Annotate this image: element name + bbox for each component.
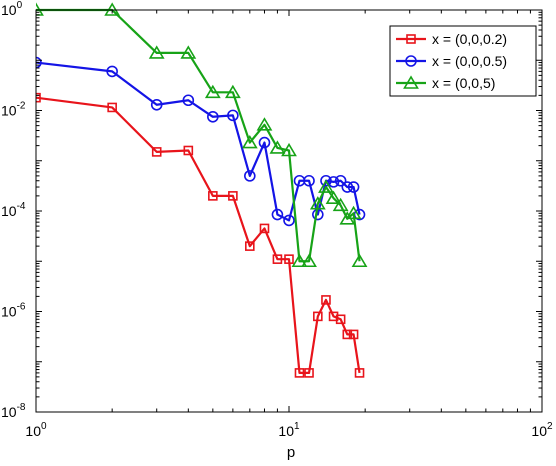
legend-entry-3: x = (0,0,5) (396, 75, 495, 91)
x-axis-label: p (287, 444, 295, 461)
series-3-point (256, 117, 273, 131)
y-tick-label: 100 (1, 0, 23, 18)
series-1-point (335, 314, 346, 325)
series-1-point (228, 191, 238, 201)
series-3-point (281, 142, 297, 157)
series-3 (36, 2, 368, 268)
y-tick-label: 10-4 (1, 201, 26, 219)
series-3-point (204, 84, 221, 99)
series-3-point (318, 179, 334, 193)
series-3-point (325, 190, 342, 204)
series-3-point (269, 140, 286, 154)
series-2 (36, 56, 366, 227)
series-1-point (328, 311, 339, 322)
series-2-line (36, 61, 361, 222)
series-1-point (354, 368, 365, 378)
series-3-point (345, 205, 362, 220)
legend-entry-2: x = (0,0,0.5) (396, 53, 507, 69)
series-1-point (342, 329, 353, 340)
series-1-point (294, 368, 305, 378)
series-2-point (347, 181, 360, 193)
series-1-point (151, 147, 162, 157)
series-2-point (303, 174, 315, 187)
series-3-point (351, 253, 368, 268)
legend-label: x = (0,0,5) (432, 75, 495, 91)
series-1-point (259, 223, 270, 234)
series-2-point (150, 98, 163, 111)
series-3-point (291, 253, 308, 268)
series-1-point (321, 295, 331, 305)
legend-label: x = (0,0,0.5) (432, 53, 507, 69)
series-3-point (332, 197, 349, 212)
series-3-point (301, 253, 317, 268)
series-3-point (309, 196, 326, 210)
x-tick-label: 100 (25, 421, 47, 439)
series-2-point (182, 94, 195, 107)
series-2-point (327, 176, 340, 188)
series-3-point (148, 45, 165, 59)
series-2-point (271, 208, 284, 221)
series-1-point (272, 254, 283, 264)
series-2-point (258, 136, 271, 149)
series-2-point (36, 56, 42, 69)
series-1-point (245, 241, 255, 251)
series-layer (36, 2, 368, 378)
legend-marker (406, 34, 416, 44)
legend-label: x = (0,0,0.2) (432, 31, 507, 47)
y-tick-label: 10-8 (1, 402, 26, 420)
series-1-line (36, 96, 361, 374)
x-tick-label: 102 (531, 421, 553, 439)
series-1-point (284, 254, 294, 264)
series-1-point (36, 92, 41, 103)
legend: x = (0,0,0.2) x = (0,0,0.5) x = (0,0,5) (389, 25, 537, 97)
legend-marker (405, 55, 417, 67)
x-tick-label: 101 (278, 421, 300, 439)
series-1-point (348, 329, 359, 340)
series-2-point (341, 181, 354, 193)
y-tick-label: 10-6 (1, 302, 26, 320)
series-1 (36, 92, 365, 378)
series-2-point (106, 65, 118, 78)
series-3-point (180, 45, 197, 59)
series-2-point (320, 174, 332, 187)
series-3-line (36, 8, 361, 263)
series-1-point (313, 311, 323, 322)
series-1-point (183, 145, 194, 156)
series-2-point (207, 110, 219, 123)
series-2-point (334, 174, 347, 187)
series-2-point (227, 109, 239, 122)
series-1-point (208, 191, 218, 201)
legend-marker (403, 75, 419, 89)
y-tick-label: 10-2 (1, 101, 26, 119)
series-2-point (283, 214, 295, 227)
series-3-point (241, 135, 258, 149)
series-1-point (304, 368, 314, 378)
series-2-point (244, 170, 256, 182)
series-1-point (107, 102, 117, 113)
legend-entry-1: x = (0,0,0.2) (396, 31, 507, 47)
series-3-point (224, 84, 241, 99)
